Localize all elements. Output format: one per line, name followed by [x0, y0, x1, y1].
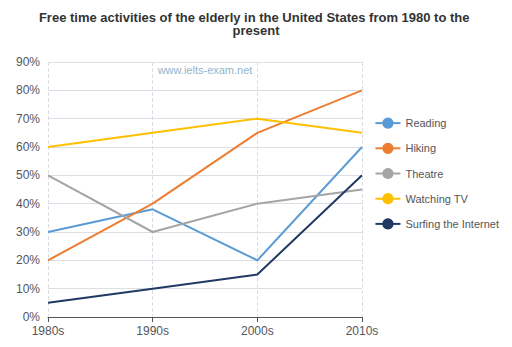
svg-text:1990s: 1990s: [136, 324, 169, 338]
svg-text:Theatre: Theatre: [405, 168, 443, 180]
svg-text:90%: 90%: [16, 55, 40, 69]
svg-text:present: present: [233, 23, 281, 38]
svg-text:2000s: 2000s: [241, 324, 274, 338]
svg-text:30%: 30%: [16, 225, 40, 239]
svg-text:40%: 40%: [16, 197, 40, 211]
svg-text:0%: 0%: [23, 310, 41, 324]
svg-text:70%: 70%: [16, 112, 40, 126]
svg-text:Reading: Reading: [405, 117, 446, 129]
svg-text:80%: 80%: [16, 83, 40, 97]
svg-text:1980s: 1980s: [32, 324, 65, 338]
svg-text:Surfing the Internet: Surfing the Internet: [405, 218, 499, 230]
svg-text:Free time activities of the el: Free time activities of the elderly in t…: [38, 10, 474, 25]
svg-text:10%: 10%: [16, 282, 40, 296]
svg-text:www.ielts-exam.net: www.ielts-exam.net: [157, 64, 253, 76]
svg-text:Watching TV: Watching TV: [405, 193, 468, 205]
svg-text:60%: 60%: [16, 140, 40, 154]
svg-text:50%: 50%: [16, 168, 40, 182]
svg-text:2010s: 2010s: [346, 324, 379, 338]
svg-text:Hiking: Hiking: [405, 142, 436, 154]
svg-text:20%: 20%: [16, 253, 40, 267]
